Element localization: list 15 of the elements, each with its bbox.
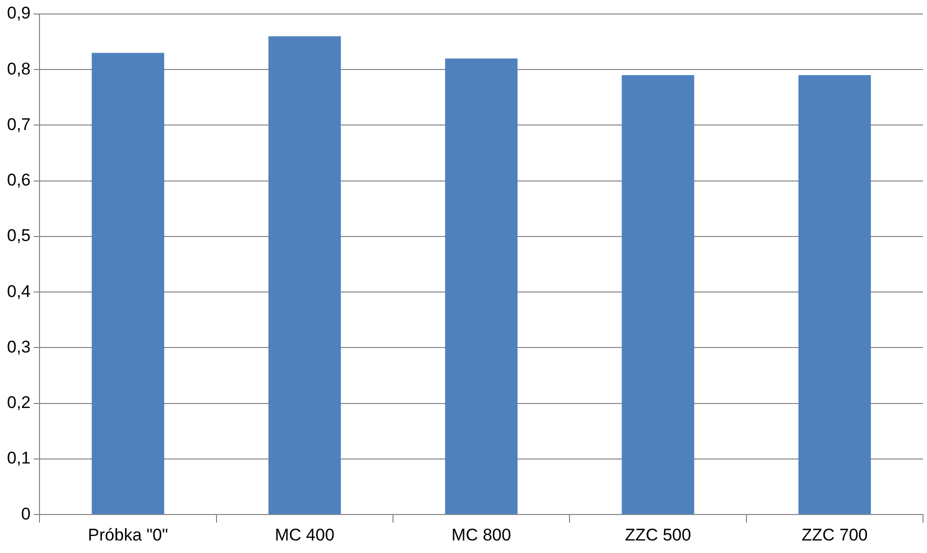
- x-tick-label: ZZC 500: [624, 525, 692, 544]
- y-tick-label: 0,3: [6, 337, 31, 356]
- y-tick-label: 0,2: [6, 393, 31, 412]
- y-tick-label: 0,9: [6, 4, 31, 23]
- y-tick-label: 0,1: [6, 448, 31, 468]
- x-tick-label: ZZC 700: [802, 525, 868, 544]
- x-tick-label: MC 400: [274, 525, 334, 544]
- x-tick-label: MC 800: [452, 525, 512, 544]
- y-tick-label: 0,7: [6, 114, 31, 134]
- y-tick-label: 0: [21, 504, 31, 524]
- y-tick-label: 0,5: [6, 226, 31, 246]
- y-tick-label: 0,6: [6, 170, 31, 190]
- y-tick-label: 0,4: [6, 282, 31, 301]
- x-tick-label: Próbka "0": [88, 525, 168, 544]
- y-tick-label: 0,8: [6, 59, 31, 78]
